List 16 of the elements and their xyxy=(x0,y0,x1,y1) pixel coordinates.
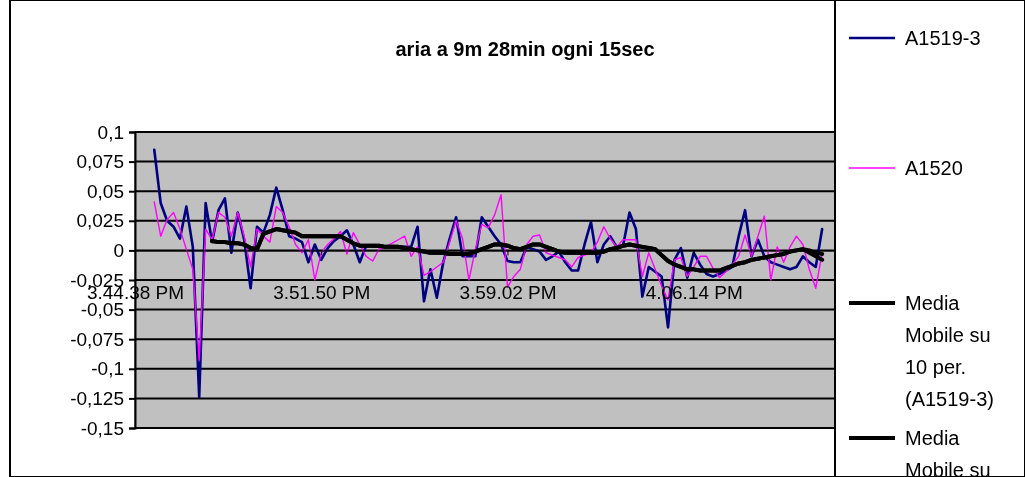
y-tick-label: -0,15 xyxy=(80,417,124,439)
y-tick-label: 0 xyxy=(113,239,124,261)
legend-label: A1519-3 xyxy=(905,27,981,49)
y-tick-label: -0,1 xyxy=(91,358,124,380)
y-tick-label: -0,075 xyxy=(70,328,124,350)
y-tick-label: 0,05 xyxy=(87,180,124,202)
y-tick-label: 0,1 xyxy=(97,121,124,143)
y-tick-label: 0,075 xyxy=(76,151,124,173)
x-tick-label: 3.59.02 PM xyxy=(459,282,557,304)
y-tick-label: 0,025 xyxy=(76,210,124,232)
legend-label: Media Mobile su 10 per. (A1519-3) xyxy=(905,292,994,410)
x-tick-label: 3.51.50 PM xyxy=(273,282,371,304)
y-tick-label: -0,05 xyxy=(80,299,124,321)
chart-title: aria a 9m 28min ogni 15sec xyxy=(395,38,655,60)
legend-label: A1520 xyxy=(905,157,963,179)
y-tick-label: -0,125 xyxy=(70,387,124,409)
